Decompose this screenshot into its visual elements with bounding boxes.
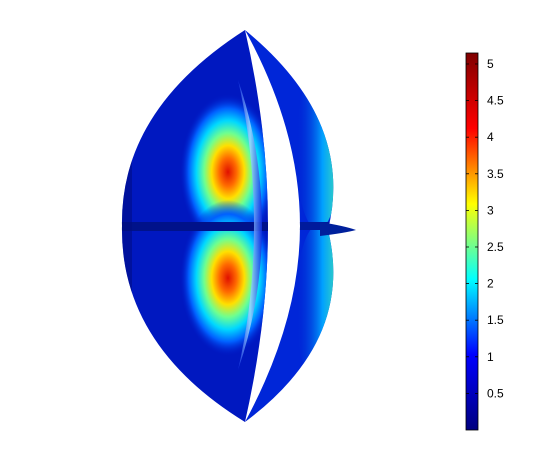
colorbar-tick-label: 3.5: [487, 167, 504, 181]
colorbar-scale: [465, 52, 479, 431]
front-shell: [121, 30, 268, 422]
colorbar-tick-label: 3: [487, 203, 494, 217]
colorbar-tick-label: 2.5: [487, 240, 504, 254]
colorbar-tick-label: 4: [487, 130, 494, 144]
colorbar-tick-label: 1: [487, 350, 494, 364]
flange-tip: [320, 222, 356, 236]
colorbar-ticks: 5 4.5 4 3.5 3 2.5 2 1.5 1 0.5: [466, 57, 504, 400]
colorbar-tick-label: 2: [487, 277, 494, 291]
colorbar-tick-label: 4.5: [487, 94, 504, 108]
colorbar-tick-label: 0.5: [487, 386, 504, 400]
colorbar-tick-label: 1.5: [487, 313, 504, 327]
colorbar-tick-label: 5: [487, 57, 494, 71]
colorbar: 5 4.5 4 3.5 3 2.5 2 1.5 1 0.5: [465, 52, 504, 431]
